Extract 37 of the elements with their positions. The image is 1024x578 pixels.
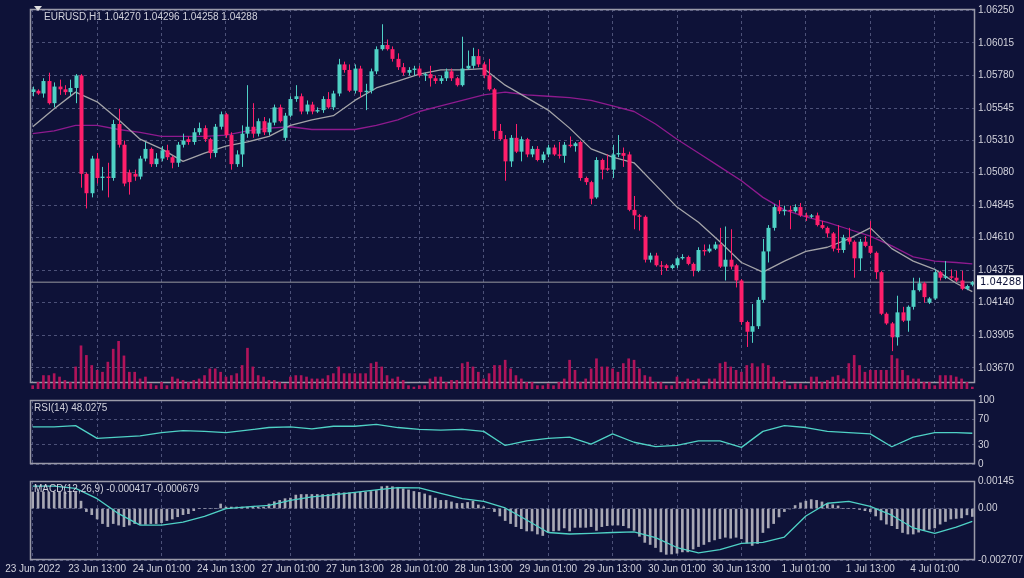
y-tick-label: 1.05310 <box>978 134 1015 146</box>
x-tick-label: 29 Jun 01:00 <box>519 562 578 574</box>
x-tick-label: 28 Jun 01:00 <box>390 562 449 574</box>
x-tick-label: 28 Jun 13:00 <box>454 562 514 574</box>
x-tick-label: 23 Jun 2022 <box>5 562 61 574</box>
x-tick-label: 29 Jun 13:00 <box>583 562 642 574</box>
y-tick-label: 1.06015 <box>978 36 1015 48</box>
y-tick-label: 1.04140 <box>978 296 1015 308</box>
y-tick-label: 70 <box>978 412 990 424</box>
y-tick-label: 0 <box>978 457 984 469</box>
y-tick-label: 1.04845 <box>978 198 1015 210</box>
chart-title: EURUSD,H1 1.04270 1.04296 1.04258 1.04288 <box>44 10 258 22</box>
x-tick-label: 27 Jun 01:00 <box>261 562 320 574</box>
y-tick-label: 1.04610 <box>978 231 1015 243</box>
y-tick-label: 1.05545 <box>978 101 1015 113</box>
x-tick-label: 4 Jul 01:00 <box>910 562 960 574</box>
x-tick-label: 27 Jun 13:00 <box>325 562 385 574</box>
y-tick-label: 1.05080 <box>978 166 1015 178</box>
x-tick-label: 24 Jun 01:00 <box>132 562 191 574</box>
x-tick-label: 1 Jul 13:00 <box>845 562 896 574</box>
y-tick-label: -0.002707 <box>978 553 1024 565</box>
y-tick-label: 100 <box>978 393 996 405</box>
x-tick-label: 23 Jun 13:00 <box>68 562 127 574</box>
x-tick-label: 24 Jun 13:00 <box>197 562 256 574</box>
x-tick-label: 1 Jul 01:00 <box>781 562 831 574</box>
y-tick-label: 1.03905 <box>978 328 1015 340</box>
y-tick-label: 1.06250 <box>978 4 1015 16</box>
y-tick-label: 30 <box>978 438 990 450</box>
y-tick-label: 1.03670 <box>978 361 1015 373</box>
y-tick-label: 1.05780 <box>978 69 1015 81</box>
y-tick-label: 1.04375 <box>978 263 1015 275</box>
x-tick-label: 30 Jun 01:00 <box>648 562 707 574</box>
y-tick-label: 0.00 <box>978 502 998 514</box>
chart-title: RSI(14) 48.0275 <box>34 401 108 413</box>
y-tick-label: 0.00145 <box>978 474 1015 486</box>
x-tick-label: 30 Jun 13:00 <box>712 562 771 574</box>
ref-line-label: 1.04288 <box>980 275 1022 287</box>
